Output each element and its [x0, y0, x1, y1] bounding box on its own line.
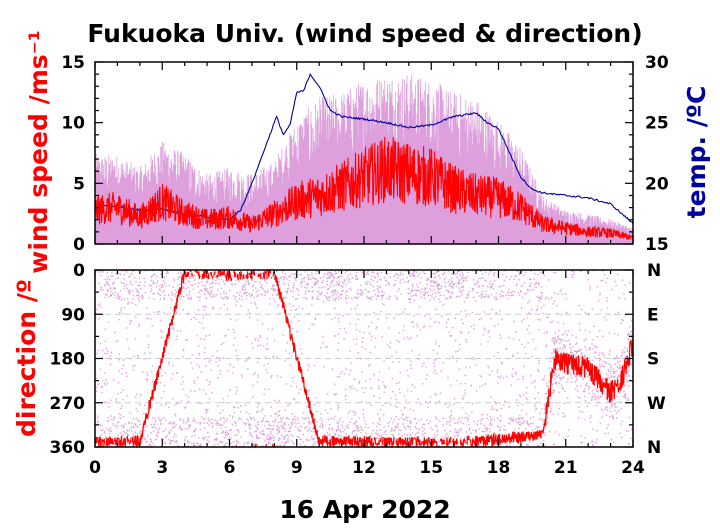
speed-tick-label: 10: [61, 114, 85, 134]
compass-tick-label: N: [647, 261, 661, 281]
direction-tick-label: 180: [50, 350, 86, 370]
mean-wind-speed-line: [94, 136, 634, 240]
chart-axes: [94, 61, 634, 448]
direction-axis-label: direction /º: [12, 279, 41, 437]
temp-tick-label: 20: [645, 174, 669, 194]
x-tick-label: 6: [224, 458, 236, 478]
wind-speed-panel: [94, 72, 634, 244]
direction-gridlines: [95, 313, 633, 404]
direction-tick-label: 90: [61, 305, 85, 325]
temp-tick-label: 15: [645, 235, 669, 255]
speed-tick-label: 0: [73, 235, 85, 255]
x-axis-label: 16 Apr 2022: [279, 495, 450, 524]
direction-tick-label: 270: [50, 394, 86, 414]
x-tick-label: 3: [156, 458, 168, 478]
x-tick-label: 0: [89, 458, 101, 478]
compass-tick-label: E: [647, 305, 659, 325]
compass-tick-label: W: [647, 394, 666, 414]
x-tick-label: 15: [419, 458, 443, 478]
speed-tick-label: 15: [61, 53, 85, 73]
compass-tick-label: S: [647, 350, 659, 370]
x-tick-label: 21: [554, 458, 578, 478]
tick-labels: 0 3 6 9 12 15 18 21 24 0 5 10 15 15 20 25 30 0 90 180 270 360…: [50, 53, 669, 478]
temp-tick-label: 30: [645, 53, 669, 73]
compass-tick-label: N: [647, 438, 661, 458]
mean-wind-speed-series: [94, 136, 634, 240]
wind-speed-axis-label: wind speed /ms⁻¹: [24, 30, 53, 274]
speed-tick-label: 5: [73, 174, 85, 194]
chart-title: Fukuoka Univ. (wind speed & direction): [87, 19, 642, 48]
direction-tick-label: 360: [50, 438, 86, 458]
temperature-axis-label: temp. /ºC: [682, 86, 711, 219]
x-tick-label: 24: [621, 458, 645, 478]
temp-tick-label: 25: [645, 114, 669, 134]
wind-direction-panel: [95, 268, 635, 449]
x-tick-label: 18: [487, 458, 511, 478]
direction-tick-label: 0: [73, 261, 85, 281]
x-tick-label: 9: [291, 458, 303, 478]
x-tick-label: 12: [352, 458, 376, 478]
